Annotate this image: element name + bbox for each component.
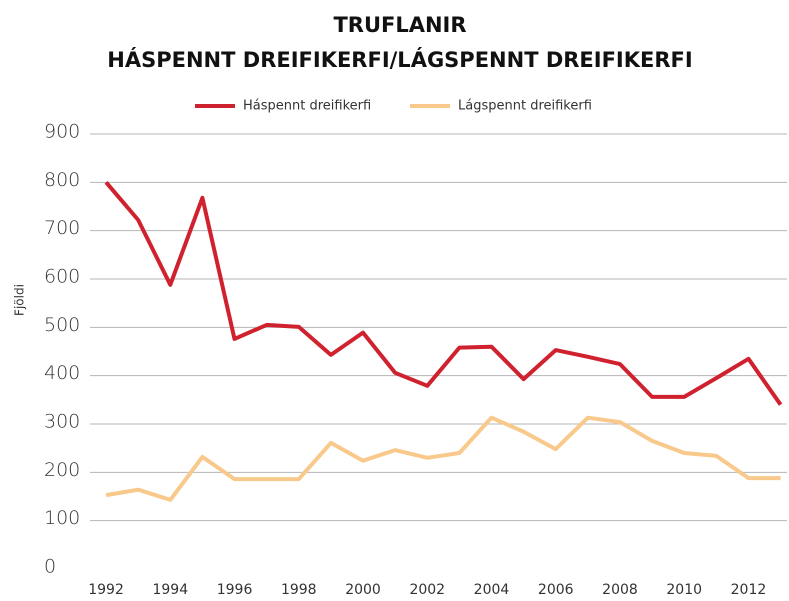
chart-title: TRUFLANIR — [333, 13, 466, 37]
x-tick-label: 2008 — [602, 582, 638, 598]
y-tick-label: 600 — [44, 266, 80, 288]
legend-label: Háspennt dreifikerfi — [243, 99, 371, 114]
y-tick-label: 500 — [44, 314, 80, 336]
y-tick-label: 100 — [44, 507, 80, 529]
x-tick-label: 2010 — [666, 582, 702, 598]
y-axis-label: Fjöldi — [13, 284, 27, 316]
x-tick-label: 1996 — [217, 582, 253, 598]
x-tick-label: 1992 — [88, 582, 124, 598]
y-tick-label: 0 — [44, 556, 56, 578]
chart-title: HÁSPENNT DREIFIKERFI/LÁGSPENNT DREIFIKER… — [107, 47, 692, 72]
y-tick-label: 900 — [44, 121, 80, 143]
y-tick-label: 200 — [44, 459, 80, 481]
series-line — [104, 181, 783, 406]
x-tick-label: 2012 — [731, 582, 767, 598]
x-tick-label: 2002 — [409, 582, 445, 598]
series-line — [105, 415, 781, 502]
x-tick-label: 2004 — [474, 582, 510, 598]
y-tick-label: 300 — [44, 411, 80, 433]
legend-label: Lágspennt dreifikerfi — [458, 99, 592, 114]
y-tick-label: 400 — [44, 362, 80, 384]
x-tick-label: 1998 — [281, 582, 317, 598]
x-tick-label: 2006 — [538, 582, 574, 598]
y-tick-label: 700 — [44, 217, 80, 239]
y-tick-label: 800 — [44, 169, 80, 191]
x-tick-label: 2000 — [345, 582, 381, 598]
x-tick-label: 1994 — [152, 582, 188, 598]
